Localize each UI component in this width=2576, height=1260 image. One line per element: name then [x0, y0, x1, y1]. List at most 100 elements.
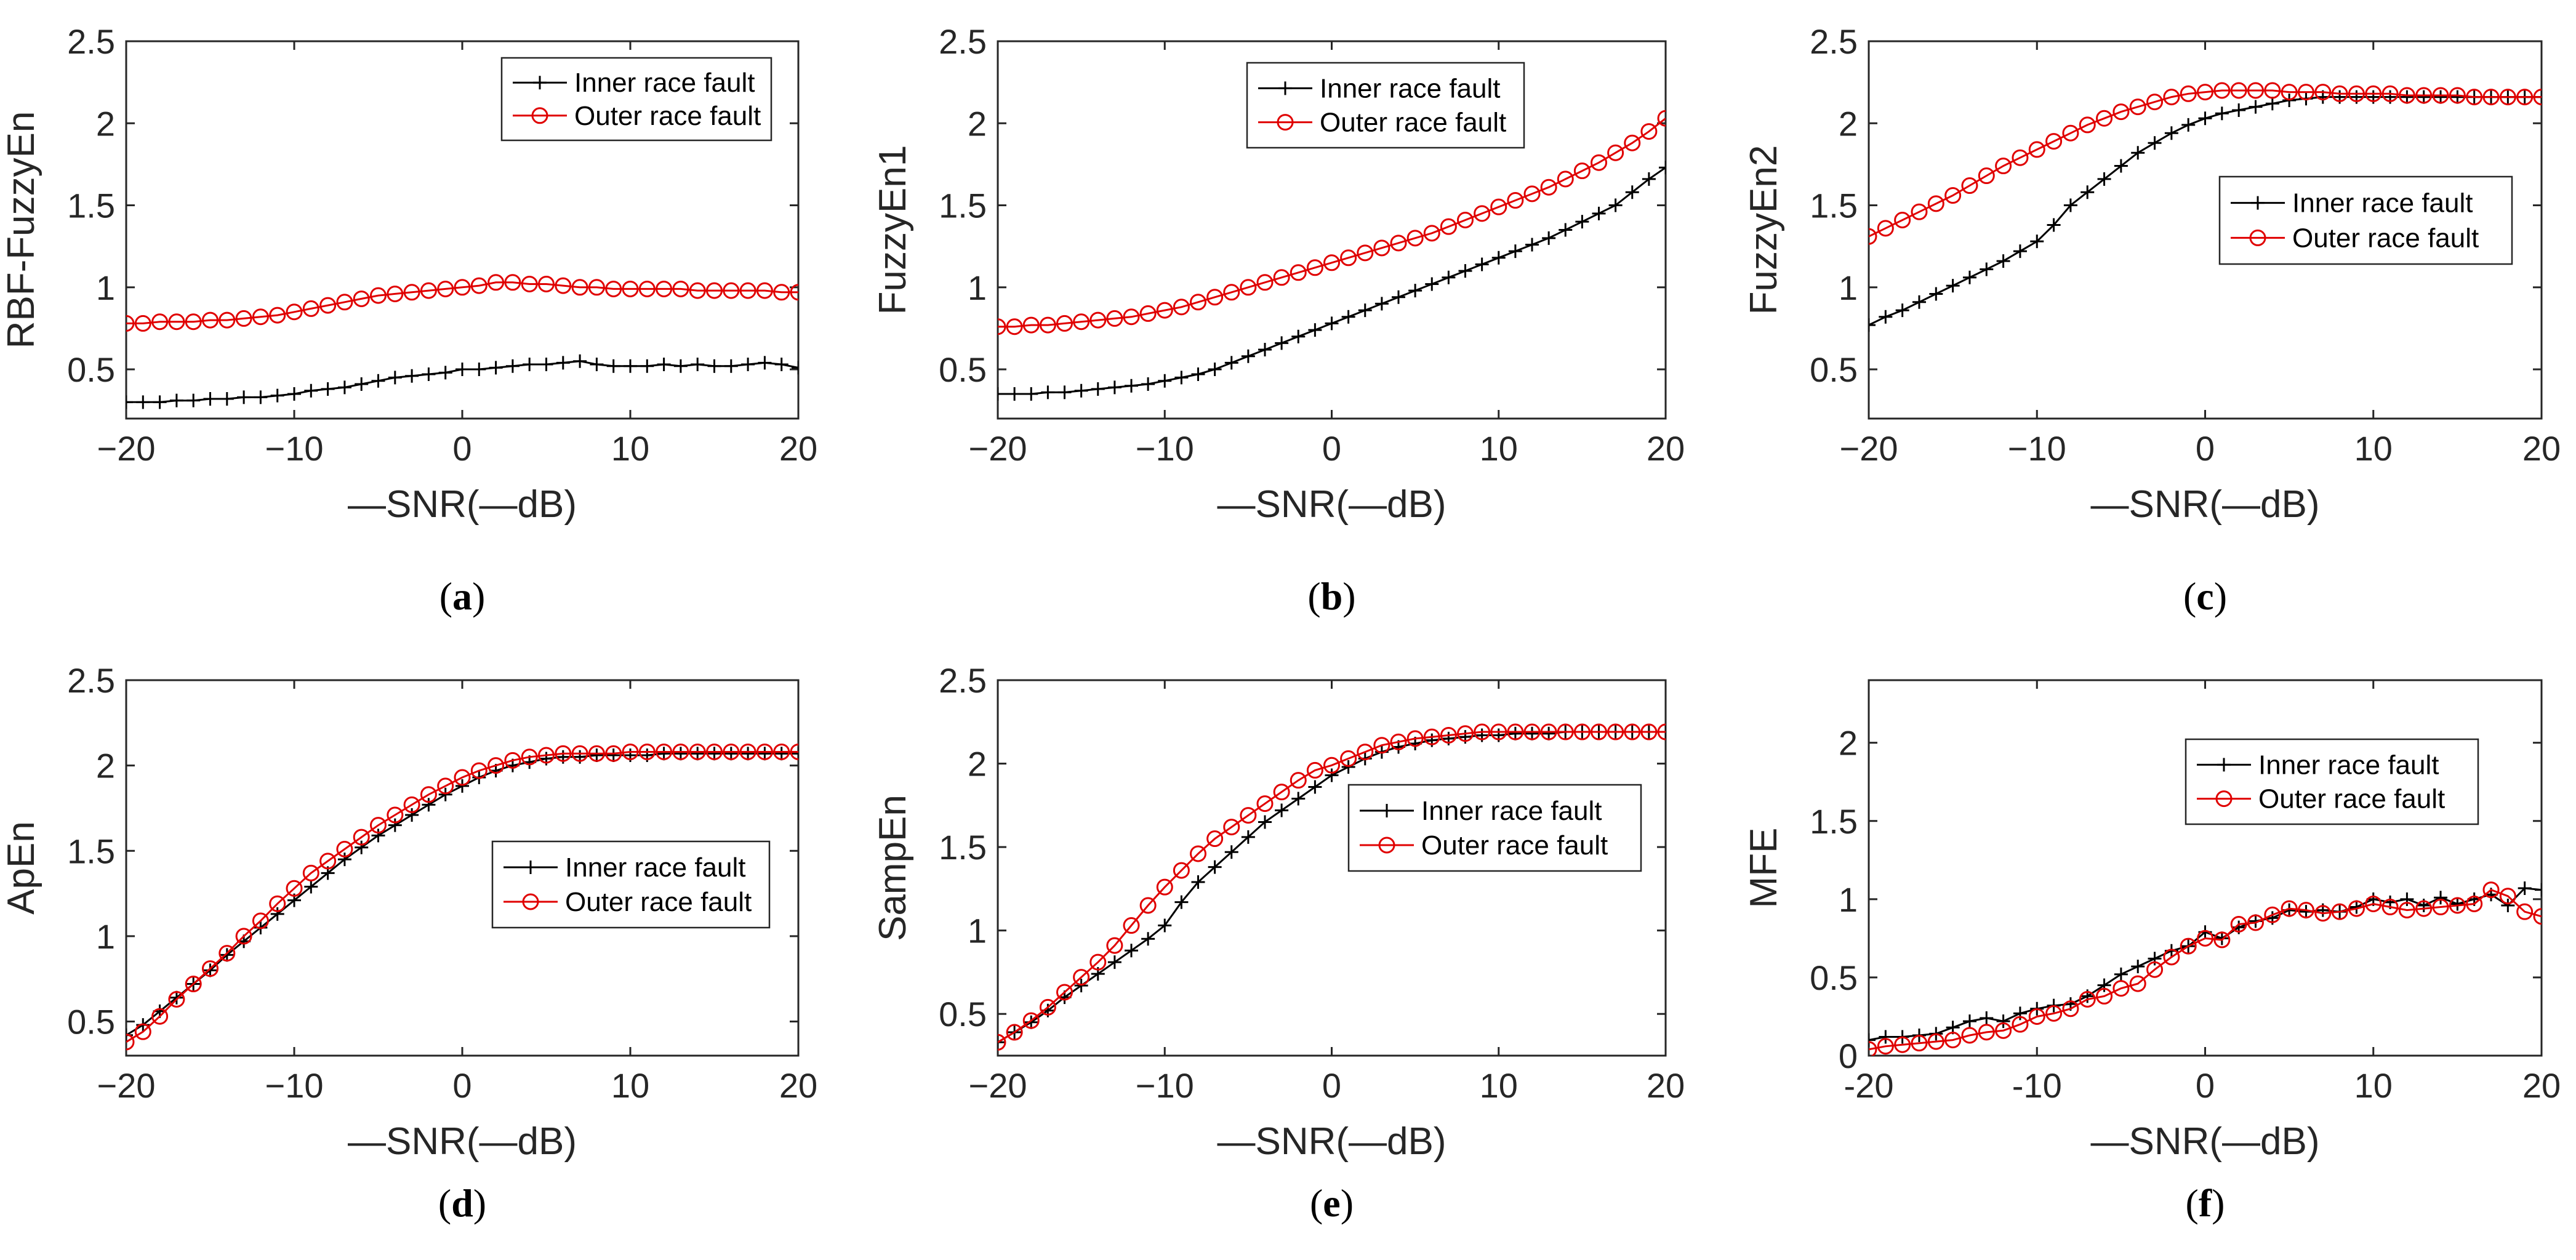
- x-tick-label: 10: [611, 429, 649, 468]
- data-point-outer-race-fault: [2365, 85, 2382, 102]
- data-point-outer-race-fault: [622, 280, 639, 297]
- data-point-inner-race-fault: [1559, 223, 1573, 237]
- data-point-inner-race-fault: [455, 363, 469, 377]
- y-tick-label: 2: [1839, 724, 1858, 763]
- legend-label: Outer race fault: [2258, 784, 2445, 814]
- data-point-inner-race-fault: [237, 390, 251, 404]
- legend-swatch-marker: [1380, 804, 1394, 817]
- data-point-outer-race-fault: [1540, 723, 1557, 740]
- data-point-outer-race-fault: [1944, 187, 1962, 204]
- data-point-inner-race-fault: [422, 367, 436, 382]
- data-point-outer-race-fault: [2012, 1016, 2029, 1033]
- legend-label: Inner race fault: [1320, 73, 1501, 103]
- data-point-outer-race-fault: [2466, 895, 2483, 912]
- series-layer: [998, 110, 1666, 401]
- data-point-inner-race-fault: [1057, 385, 1072, 399]
- data-point-inner-race-fault: [2148, 136, 2162, 150]
- data-point-inner-race-fault: [136, 395, 150, 409]
- legend-box: [500, 57, 772, 142]
- data-point-inner-race-fault: [438, 787, 452, 801]
- data-point-outer-race-fault: [1624, 134, 1641, 151]
- data-point-inner-race-fault: [1325, 316, 1339, 331]
- data-point-inner-race-fault: [741, 747, 755, 761]
- data-point-inner-race-fault: [758, 356, 772, 370]
- data-point-outer-race-fault: [1978, 1024, 1995, 1041]
- data-point-inner-race-fault: [304, 880, 318, 894]
- y-tick-label: 1.5: [1810, 802, 1858, 841]
- y-tick-label: 0.5: [67, 1003, 115, 1041]
- legend-swatch-marker: [524, 861, 537, 874]
- data-point-outer-race-fault: [723, 743, 740, 760]
- data-point-inner-race-fault: [1125, 379, 1138, 393]
- legend-label: Outer race fault: [574, 101, 761, 131]
- x-tick-label: −20: [1840, 429, 1898, 468]
- y-tick-label: 2.5: [939, 22, 987, 61]
- data-point-inner-race-fault: [2198, 111, 2212, 126]
- data-point-outer-race-fault: [2045, 133, 2063, 150]
- data-point-outer-race-fault: [202, 311, 219, 329]
- data-point-outer-race-fault: [790, 284, 798, 301]
- data-point-inner-race-fault: [1869, 1033, 1876, 1047]
- x-tick-label: 20: [1647, 1066, 1685, 1105]
- data-point-outer-race-fault: [1474, 205, 1491, 222]
- data-point-inner-race-fault: [774, 358, 788, 372]
- data-point-inner-race-fault: [220, 948, 234, 962]
- data-point-inner-race-fault: [371, 374, 385, 388]
- data-point-outer-race-fault: [1390, 235, 1407, 252]
- data-point-outer-race-fault: [1173, 299, 1190, 316]
- panel-d: −20 −10 0 10 20 0.5 1 1.5 2 2.5 —SNR(—dB) ApEn Inner…: [0, 661, 817, 1225]
- data-point-outer-race-fault: [1056, 984, 1073, 1001]
- data-point-outer-race-fault: [1139, 897, 1157, 914]
- y-tick-label: 1.5: [1810, 187, 1858, 225]
- legend: Inner race fault Outer race fault: [1246, 62, 1525, 149]
- data-point-inner-race-fault: [1091, 382, 1105, 396]
- data-point-outer-race-fault: [1357, 744, 1374, 761]
- data-point-outer-race-fault: [1006, 318, 1023, 335]
- y-tick-label: 0: [1839, 1037, 1858, 1075]
- data-point-inner-race-fault: [1241, 349, 1255, 363]
- data-point-inner-race-fault: [1341, 760, 1355, 774]
- data-point-outer-race-fault: [1373, 239, 1390, 257]
- data-point-inner-race-fault: [1008, 387, 1022, 401]
- data-point-inner-race-fault: [1508, 244, 1522, 259]
- data-point-outer-race-fault: [1573, 723, 1591, 740]
- data-point-inner-race-fault: [371, 829, 385, 843]
- data-point-outer-race-fault: [2314, 84, 2332, 101]
- data-point-inner-race-fault: [2450, 90, 2465, 104]
- data-point-outer-race-fault: [2028, 141, 2045, 158]
- data-point-outer-race-fault: [1624, 723, 1641, 740]
- data-point-inner-race-fault: [337, 853, 351, 867]
- data-point-inner-race-fault: [1895, 303, 1909, 318]
- data-point-inner-race-fault: [1525, 726, 1539, 740]
- data-point-inner-race-fault: [1291, 329, 1306, 343]
- data-point-outer-race-fault: [571, 279, 588, 296]
- data-point-inner-race-fault: [724, 359, 738, 373]
- data-point-inner-race-fault: [1258, 815, 1272, 829]
- data-point-outer-race-fault: [1190, 845, 1206, 862]
- data-point-outer-race-fault: [1423, 225, 1440, 242]
- x-tick-label: 20: [2522, 429, 2561, 468]
- data-point-inner-race-fault: [1659, 161, 1666, 175]
- x-tick-label: −20: [97, 1066, 156, 1105]
- data-point-inner-race-fault: [2215, 106, 2229, 121]
- data-point-outer-race-fault: [252, 912, 269, 929]
- data-point-outer-race-fault: [1894, 212, 1911, 229]
- data-point-inner-race-fault: [355, 840, 369, 854]
- legend-label: Outer race fault: [2292, 223, 2479, 253]
- data-point-outer-race-fault: [1022, 316, 1040, 334]
- data-point-outer-race-fault: [1607, 723, 1624, 740]
- data-point-outer-race-fault: [2297, 84, 2314, 101]
- data-point-outer-race-fault: [638, 743, 656, 760]
- data-point-inner-race-fault: [1341, 310, 1355, 324]
- data-point-outer-race-fault: [2432, 899, 2449, 916]
- data-point-inner-race-fault: [2164, 126, 2178, 140]
- data-point-inner-race-fault: [2417, 90, 2431, 104]
- y-tick-label: 2: [96, 747, 115, 785]
- data-point-inner-race-fault: [1408, 284, 1422, 298]
- data-point-outer-race-fault: [1440, 218, 1457, 235]
- data-point-inner-race-fault: [1125, 944, 1138, 958]
- data-point-outer-race-fault: [571, 745, 588, 762]
- data-point-inner-race-fault: [355, 377, 369, 391]
- data-point-outer-race-fault: [2466, 89, 2483, 106]
- y-tick-label: 2: [96, 104, 115, 143]
